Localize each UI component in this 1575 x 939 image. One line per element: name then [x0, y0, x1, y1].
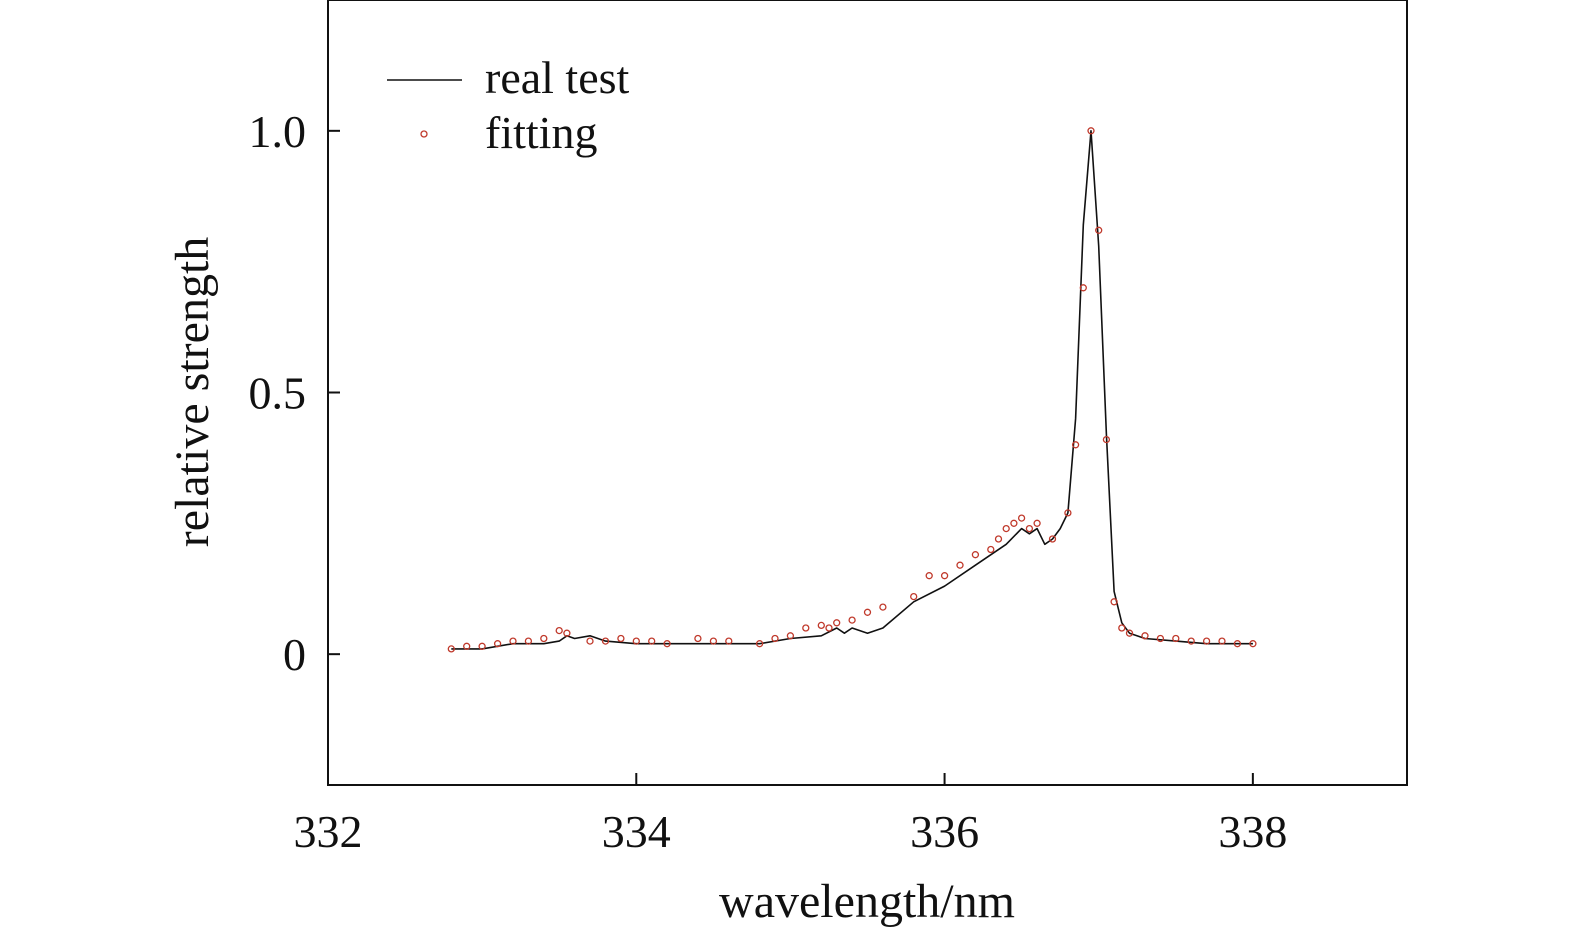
fitting-point [1010, 519, 1018, 527]
fitting-point [648, 637, 656, 645]
fitting-point [1087, 127, 1095, 135]
x-tick-label: 336 [910, 806, 979, 857]
fitting-point [755, 640, 764, 648]
fitting-point [1048, 535, 1057, 543]
fitting-point [632, 637, 640, 645]
fitting-point [971, 551, 980, 559]
fitting-point [956, 561, 964, 569]
fitting-point [1033, 519, 1041, 527]
fitting-series [447, 127, 1257, 653]
fitting-point [1025, 524, 1034, 533]
fitting-point [493, 640, 502, 648]
y-axis-title: relative strength [166, 237, 219, 548]
fitting-point [478, 642, 486, 650]
fitting-point [994, 535, 1003, 543]
fitting-point [586, 637, 594, 645]
fitting-point [563, 629, 571, 637]
y-tick-label: 0 [283, 629, 306, 680]
fitting-point [910, 592, 918, 601]
fitting-point [1187, 637, 1195, 645]
fitting-point [1218, 637, 1226, 645]
fitting-point [863, 608, 872, 616]
fitting-point [1125, 629, 1134, 637]
fitting-point [1095, 226, 1103, 234]
fitting-point [848, 616, 856, 624]
fitting-point [1071, 441, 1080, 449]
fitting-point [940, 572, 949, 580]
x-axis-title: wavelength/nm [719, 875, 1015, 928]
x-tick-label: 334 [602, 806, 671, 857]
legend: real test fitting [387, 52, 630, 158]
fitting-point [663, 640, 671, 648]
fitting-point [725, 637, 733, 645]
fitting-point [802, 624, 810, 632]
y-axis: 0 0.5 1.0 [249, 106, 340, 680]
fitting-point [509, 637, 517, 645]
legend-marker-swatch [420, 130, 428, 138]
fitting-point [1079, 284, 1087, 292]
fitting-point [1172, 634, 1180, 643]
fitting-point [555, 626, 563, 635]
legend-label-fitting: fitting [485, 107, 597, 158]
x-tick-label: 332 [294, 806, 363, 857]
fitting-point [817, 621, 825, 630]
fitting-point [540, 634, 548, 643]
y-tick-label: 0.5 [249, 368, 307, 419]
fitting-point [771, 634, 779, 643]
fitting-point [617, 634, 625, 643]
fitting-point [925, 572, 933, 580]
x-axis: 332 334 336 338 [294, 773, 1287, 857]
legend-label-real-test: real test [485, 52, 630, 103]
fitting-point [524, 637, 533, 645]
fitting-point [1017, 514, 1026, 522]
real-test-line [451, 130, 1253, 650]
fitting-point [1202, 637, 1211, 645]
fitting-point [1249, 640, 1257, 648]
fitting-point [447, 645, 455, 653]
fitting-point [879, 603, 887, 611]
fitting-point [1156, 634, 1165, 643]
x-tick-label: 338 [1218, 806, 1287, 857]
fitting-point [463, 642, 471, 650]
fitting-point [601, 637, 610, 645]
y-tick-label: 1.0 [249, 106, 307, 157]
fitting-point [786, 632, 795, 640]
fitting-point [1110, 598, 1118, 606]
fitting-point [694, 634, 702, 643]
fitting-point [1233, 640, 1242, 648]
fitting-point [833, 619, 841, 627]
real-test-series [451, 130, 1253, 650]
fitting-point [1064, 509, 1072, 517]
fitting-point [825, 624, 833, 632]
fitting-point [987, 545, 995, 554]
fitting-point [1141, 632, 1149, 640]
fitting-point [709, 637, 718, 645]
fitting-point [1118, 624, 1126, 632]
fitting-point [1102, 435, 1111, 444]
fitting-point [1002, 524, 1010, 533]
